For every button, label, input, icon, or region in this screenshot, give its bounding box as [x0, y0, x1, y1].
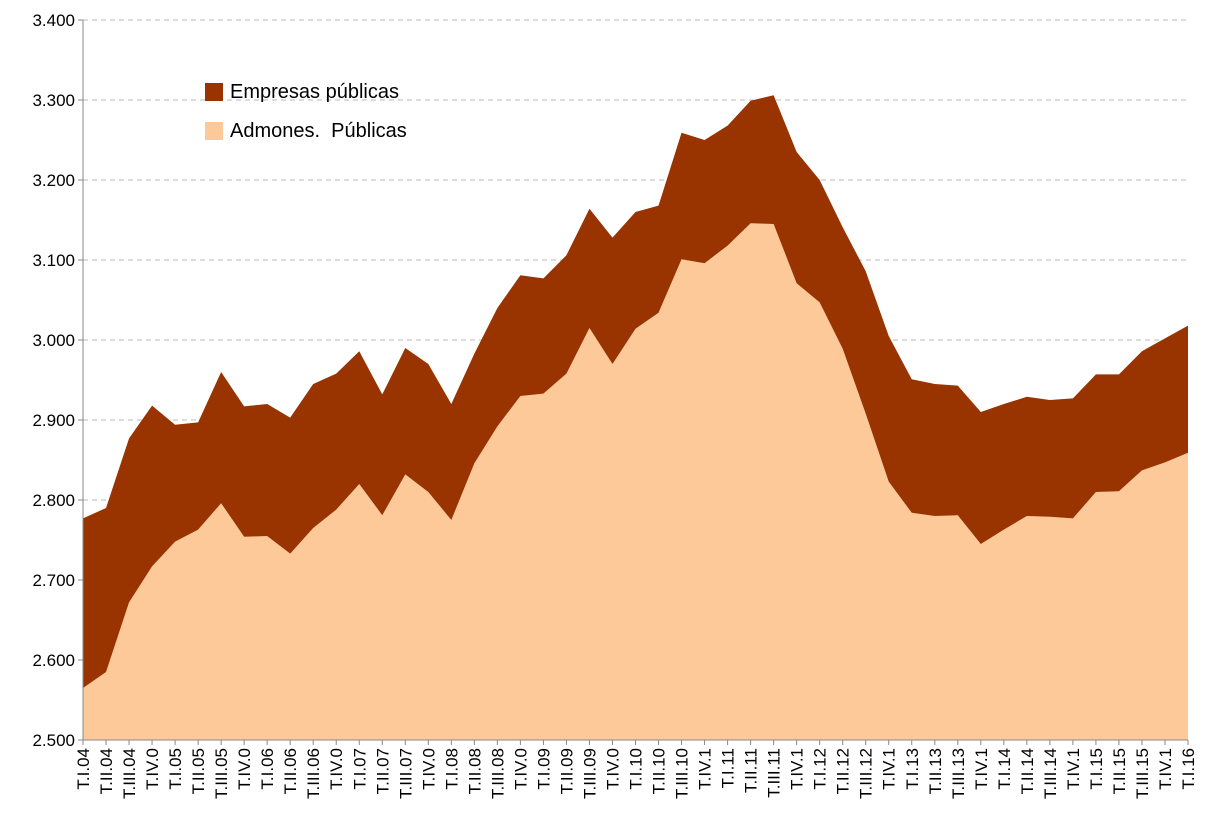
- x-tick-label: T.IV.1: [880, 748, 899, 790]
- y-tick-label: 2.500: [32, 731, 75, 750]
- x-tick-label: T.I.04: [74, 748, 93, 790]
- x-tick-label: T.I.11: [719, 748, 738, 788]
- x-tick-label: T.IV.0: [327, 748, 346, 790]
- x-tick-label: T.IV.0: [419, 748, 438, 790]
- x-tick-label: T.I.10: [627, 748, 646, 790]
- y-tick-label: 2.700: [32, 571, 75, 590]
- x-tick-label: T.II.15: [1110, 748, 1129, 794]
- x-tick-label: T.III.14: [1041, 748, 1060, 799]
- x-tick-label: T.IV.1: [1156, 748, 1175, 790]
- x-tick-label: T.II.13: [926, 748, 945, 794]
- x-tick-label: T.I.13: [903, 748, 922, 790]
- y-tick-label: 3.300: [32, 91, 75, 110]
- x-tick-label: T.I.09: [534, 748, 553, 790]
- x-tick-label: T.II.10: [650, 748, 669, 794]
- x-tick-label: T.IV.1: [696, 748, 715, 790]
- y-tick-label: 2.800: [32, 491, 75, 510]
- x-tick-label: T.III.13: [949, 748, 968, 799]
- x-tick-label: T.III.11: [765, 748, 784, 798]
- x-tick-label: T.III.10: [673, 748, 692, 799]
- y-tick-label: 3.000: [32, 331, 75, 350]
- x-tick-label: T.II.05: [189, 748, 208, 794]
- x-tick-label: T.III.15: [1133, 748, 1152, 799]
- x-tick-label: T.II.06: [281, 748, 300, 794]
- x-tick-label: T.III.07: [396, 748, 415, 799]
- area: [83, 223, 1188, 740]
- x-tick-label: T.I.06: [258, 748, 277, 790]
- x-tick-label: T.III.04: [120, 748, 139, 799]
- y-tick-label: 3.100: [32, 251, 75, 270]
- legend-label: Empresas públicas: [230, 81, 399, 103]
- x-tick-label: T.IV.0: [511, 748, 530, 790]
- x-tick-label: T.IV.1: [788, 748, 807, 790]
- x-tick-label: T.I.05: [166, 748, 185, 790]
- x-tick-label: T.II.04: [97, 748, 116, 794]
- x-tick-label: T.I.07: [350, 748, 369, 790]
- x-tick-label: T.II.08: [465, 748, 484, 794]
- x-tick-label: T.IV.0: [603, 748, 622, 790]
- x-tick-label: T.III.12: [857, 748, 876, 799]
- legend-swatch: [205, 83, 223, 101]
- x-tick-label: T.III.08: [488, 748, 507, 799]
- x-tick-label: T.I.15: [1087, 748, 1106, 790]
- x-tick-label: T.I.12: [811, 748, 830, 790]
- x-tick-label: T.IV.1: [972, 748, 991, 790]
- x-tick-label: T.II.11: [742, 748, 761, 793]
- y-tick-label: 3.200: [32, 171, 75, 190]
- x-tick-label: T.III.05: [212, 748, 231, 799]
- y-tick-label: 2.900: [32, 411, 75, 430]
- y-tick-label: 3.400: [32, 11, 75, 30]
- x-tick-label: T.I.14: [995, 748, 1014, 790]
- x-tick-label: T.II.09: [557, 748, 576, 794]
- legend-label: Admones. Públicas: [230, 120, 407, 142]
- x-tick-label: T.II.12: [834, 748, 853, 794]
- x-tick-label: T.III.09: [580, 748, 599, 799]
- x-tick-label: T.II.14: [1018, 748, 1037, 794]
- x-tick-label: T.IV.0: [143, 748, 162, 790]
- x-tick-label: T.II.07: [373, 748, 392, 794]
- x-tick-label: T.III.06: [304, 748, 323, 799]
- area: [83, 95, 1188, 688]
- x-tick-label: T.IV.1: [1064, 748, 1083, 790]
- x-tick-label: T.I.16: [1179, 748, 1198, 790]
- x-tick-label: T.I.08: [442, 748, 461, 790]
- legend-swatch: [205, 122, 223, 140]
- x-tick-label: T.IV.0: [235, 748, 254, 790]
- y-tick-label: 2.600: [32, 651, 75, 670]
